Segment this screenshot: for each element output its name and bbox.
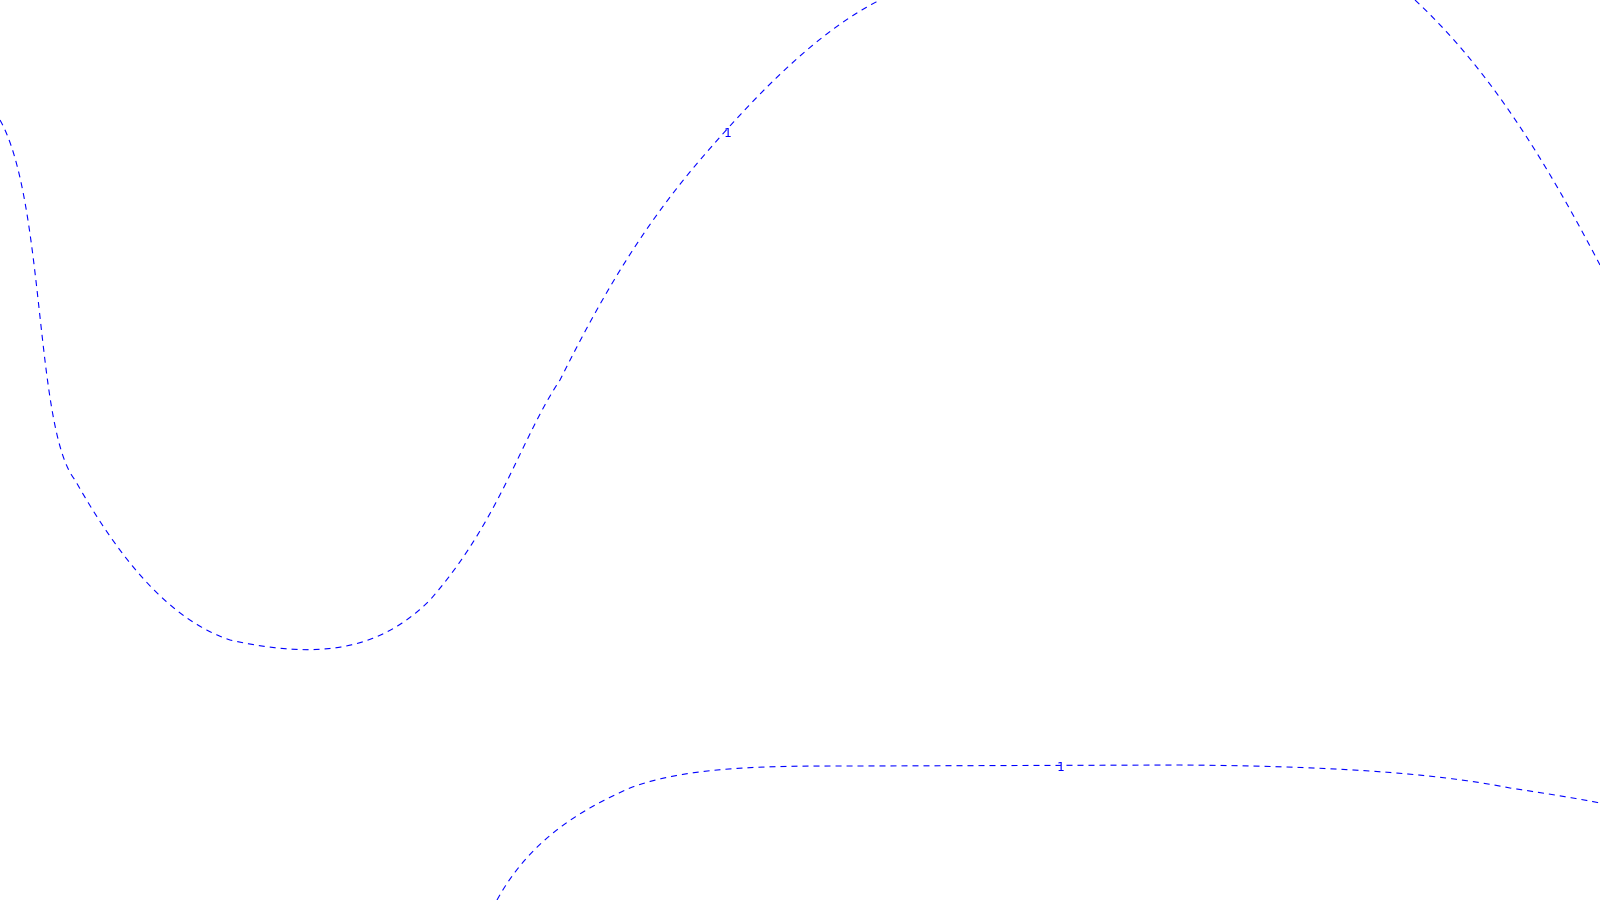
contour-level-label: 1 bbox=[724, 126, 732, 140]
contour-line-bottom bbox=[496, 764, 1600, 900]
contour-level-label: 1 bbox=[1057, 760, 1065, 774]
contour-line-upper-right bbox=[1414, 0, 1600, 266]
contour-line-upper-left bbox=[0, 0, 881, 651]
